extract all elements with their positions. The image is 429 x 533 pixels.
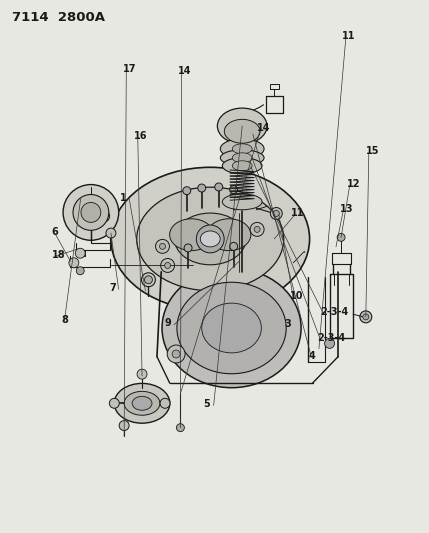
Text: 16: 16 <box>134 131 148 141</box>
Circle shape <box>325 338 335 349</box>
Text: 12: 12 <box>347 179 360 189</box>
Ellipse shape <box>221 139 264 159</box>
Circle shape <box>98 210 110 222</box>
Circle shape <box>360 311 372 323</box>
Circle shape <box>165 262 171 269</box>
Ellipse shape <box>232 153 252 163</box>
Ellipse shape <box>111 167 310 311</box>
Circle shape <box>75 248 85 258</box>
Text: 11: 11 <box>342 31 356 41</box>
Circle shape <box>76 266 84 274</box>
Text: 7114  2800A: 7114 2800A <box>12 11 105 24</box>
Circle shape <box>230 243 238 251</box>
Ellipse shape <box>232 144 252 154</box>
Circle shape <box>230 185 238 193</box>
Ellipse shape <box>202 303 261 353</box>
Circle shape <box>161 259 175 272</box>
Ellipse shape <box>200 231 220 247</box>
Circle shape <box>273 211 279 216</box>
Circle shape <box>196 225 224 253</box>
Circle shape <box>172 350 180 358</box>
Ellipse shape <box>177 282 286 374</box>
Text: 14: 14 <box>257 123 271 133</box>
Ellipse shape <box>207 219 251 251</box>
Text: 5: 5 <box>203 399 210 409</box>
Circle shape <box>176 424 184 432</box>
Circle shape <box>63 184 119 240</box>
Circle shape <box>270 207 282 220</box>
Text: 6: 6 <box>51 227 58 237</box>
Circle shape <box>254 227 260 232</box>
Text: 9: 9 <box>164 318 171 328</box>
Circle shape <box>73 195 109 230</box>
Ellipse shape <box>222 194 262 210</box>
Ellipse shape <box>114 383 170 423</box>
Ellipse shape <box>169 219 213 251</box>
Ellipse shape <box>132 397 152 410</box>
Text: 4: 4 <box>308 351 315 361</box>
Circle shape <box>109 398 119 408</box>
Ellipse shape <box>137 187 284 290</box>
Circle shape <box>184 244 192 252</box>
Circle shape <box>145 276 152 284</box>
Text: 7: 7 <box>110 282 116 293</box>
Text: 18: 18 <box>51 250 65 260</box>
Text: 1: 1 <box>121 192 127 203</box>
Circle shape <box>119 421 129 431</box>
Circle shape <box>106 228 116 238</box>
Circle shape <box>183 187 191 195</box>
Text: 10: 10 <box>290 290 304 301</box>
Text: 13: 13 <box>340 204 354 214</box>
Ellipse shape <box>221 150 264 166</box>
Circle shape <box>337 233 345 241</box>
Ellipse shape <box>232 161 252 171</box>
Circle shape <box>167 345 185 363</box>
Circle shape <box>215 183 223 191</box>
Circle shape <box>198 184 205 192</box>
Text: 3: 3 <box>284 319 291 329</box>
Ellipse shape <box>162 268 301 387</box>
Circle shape <box>69 258 79 268</box>
Circle shape <box>363 314 369 320</box>
Circle shape <box>160 244 166 249</box>
Circle shape <box>137 369 147 379</box>
Circle shape <box>81 203 101 222</box>
Ellipse shape <box>222 158 262 174</box>
Circle shape <box>160 398 170 408</box>
Ellipse shape <box>224 119 260 143</box>
Text: 11: 11 <box>291 208 305 219</box>
Text: 8: 8 <box>61 314 68 325</box>
Ellipse shape <box>218 108 267 144</box>
Text: 2-3-4: 2-3-4 <box>320 307 348 317</box>
Text: 17: 17 <box>123 64 136 74</box>
Ellipse shape <box>175 213 246 265</box>
Text: 15: 15 <box>366 147 379 157</box>
Circle shape <box>142 273 155 287</box>
Ellipse shape <box>124 391 160 415</box>
Circle shape <box>156 239 169 253</box>
Circle shape <box>250 222 264 236</box>
Text: 14: 14 <box>178 67 192 76</box>
Text: 2-3-4: 2-3-4 <box>317 333 345 343</box>
